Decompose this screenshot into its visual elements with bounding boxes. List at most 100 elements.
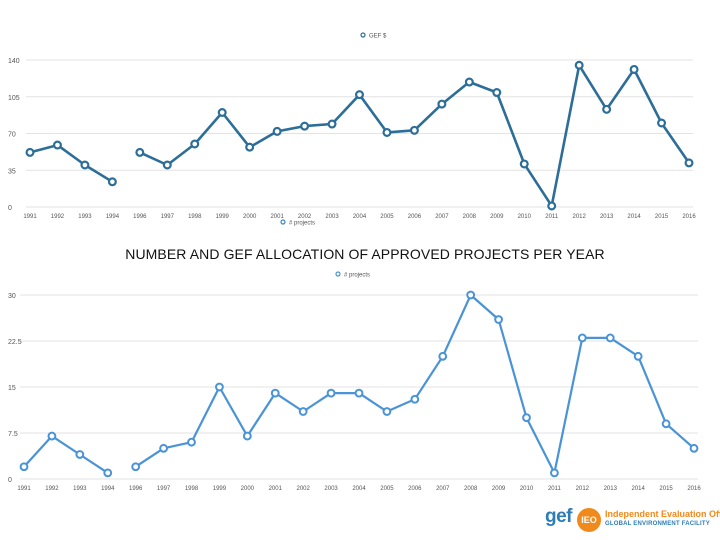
logo-office-name: Independent Evaluation Office	[605, 509, 720, 519]
legend-label: GEF $	[369, 34, 387, 40]
legend-marker	[360, 32, 366, 38]
x-tick-label: 2001	[270, 214, 284, 220]
x-tick-label: 1999	[216, 214, 230, 220]
projects-count-chart: 0 7.5 15 22.5 30 1991 1992 1993 1994 1996 1997 1998…	[8, 271, 701, 492]
y-tick-label: 70	[8, 132, 16, 139]
y-tick-label: 30	[8, 293, 16, 300]
x-tick-label: 2012	[572, 214, 586, 220]
data-point	[689, 443, 699, 453]
x-tick-label: 2015	[659, 486, 673, 492]
y-tick-label: 0	[8, 477, 12, 484]
data-point	[438, 351, 448, 361]
gef-allocation-chart: 0 35 70 105 140 1991 1992 1993 1994 1996 1997 1998 1…	[8, 32, 696, 227]
x-tick-label: 1998	[188, 214, 202, 220]
logo-facility-name: GLOBAL ENVIRONMENT FACILITY	[605, 521, 710, 527]
y-tick-label: 7.5	[8, 431, 18, 438]
data-point	[326, 388, 336, 398]
data-point	[492, 88, 502, 98]
x-tick-label: 2005	[380, 486, 394, 492]
x-tick-label: 1992	[51, 214, 65, 220]
x-tick-label: 2006	[408, 486, 422, 492]
data-point	[633, 351, 643, 361]
logo-ieo-badge: IEO	[577, 508, 601, 532]
x-tick-label: 2007	[436, 486, 450, 492]
x-tick-label: 1993	[78, 214, 92, 220]
x-tick-label: 1991	[17, 486, 31, 492]
data-point	[217, 107, 227, 117]
embedded-legend-marker	[280, 219, 286, 225]
data-point	[602, 104, 612, 114]
data-point	[382, 407, 392, 416]
data-point	[437, 99, 447, 109]
x-tick-label: 1996	[129, 486, 143, 492]
data-point	[550, 468, 559, 478]
gef-ieo-logo: gef IEO Independent Evaluation Office GL…	[545, 506, 720, 538]
data-point	[159, 443, 168, 453]
data-point	[577, 333, 587, 343]
x-tick-label: 1996	[133, 214, 147, 220]
data-point	[547, 201, 557, 211]
x-tick-label: 2005	[380, 214, 394, 220]
data-point	[574, 60, 584, 70]
data-point	[494, 315, 503, 324]
series-line	[23, 435, 109, 474]
data-point	[300, 121, 310, 131]
x-tick-label: 2015	[655, 214, 669, 220]
data-point	[75, 450, 85, 459]
data-point	[162, 160, 172, 170]
x-tick-label: 2016	[682, 214, 696, 220]
data-point	[135, 147, 145, 157]
data-point	[242, 431, 252, 441]
x-tick-label: 1994	[106, 214, 120, 220]
legend-label: # projects	[344, 273, 370, 279]
x-tick-label: 2003	[324, 486, 338, 492]
data-point	[270, 388, 280, 398]
data-point	[410, 394, 420, 404]
data-point	[52, 140, 62, 150]
data-point	[522, 413, 531, 423]
y-tick-label: 105	[8, 95, 20, 102]
x-tick-label: 2002	[298, 214, 312, 220]
data-point	[80, 160, 90, 170]
x-tick-label: 2010	[520, 486, 534, 492]
x-tick-label: 2004	[352, 486, 366, 492]
data-point	[298, 407, 308, 416]
x-tick-label: 1993	[73, 486, 87, 492]
x-tick-label: 2016	[687, 486, 701, 492]
data-point	[605, 333, 615, 343]
data-point	[47, 431, 57, 441]
x-tick-label: 2013	[604, 486, 618, 492]
data-point	[629, 64, 639, 74]
data-point	[215, 382, 224, 392]
data-point	[382, 127, 392, 137]
x-tick-label: 1998	[185, 486, 199, 492]
y-tick-label: 15	[8, 385, 16, 392]
data-point	[190, 139, 200, 149]
data-point	[327, 119, 337, 129]
x-tick-label: 2012	[576, 486, 590, 492]
data-point	[245, 142, 255, 152]
x-tick-label: 2002	[296, 486, 310, 492]
data-point	[519, 159, 529, 169]
data-point	[464, 77, 474, 87]
x-tick-label: 2010	[518, 214, 532, 220]
x-tick-label: 1991	[23, 214, 37, 220]
x-tick-label: 2004	[353, 214, 367, 220]
x-tick-label: 1997	[157, 486, 171, 492]
x-tick-label: 1997	[161, 214, 175, 220]
x-tick-label: 1999	[213, 486, 227, 492]
x-tick-label: 2001	[269, 486, 283, 492]
y-tick-label: 140	[8, 58, 20, 65]
data-point	[409, 125, 419, 135]
x-tick-label: 1994	[101, 486, 115, 492]
data-point	[187, 437, 196, 447]
embedded-legend-label: # projects	[289, 221, 315, 227]
x-tick-label: 2013	[600, 214, 614, 220]
data-point	[103, 468, 113, 478]
data-point	[19, 462, 29, 472]
data-point	[107, 177, 117, 187]
x-tick-label: 2003	[325, 214, 339, 220]
x-tick-label: 2008	[464, 486, 478, 492]
data-point	[131, 462, 141, 472]
page-title: NUMBER AND GEF ALLOCATION OF APPROVED PR…	[125, 246, 605, 262]
